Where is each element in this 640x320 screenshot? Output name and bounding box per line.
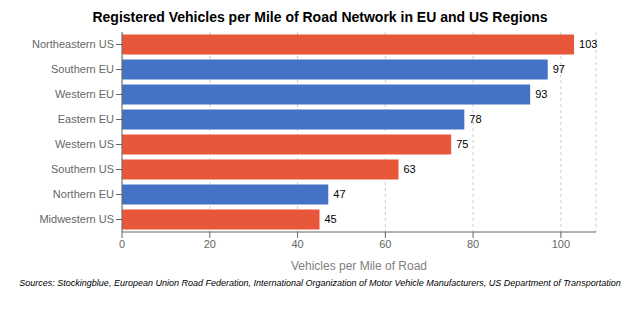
svg-text:20: 20 bbox=[204, 238, 216, 250]
svg-text:Midwestern US: Midwestern US bbox=[39, 213, 114, 225]
svg-text:Western US: Western US bbox=[55, 138, 114, 150]
svg-text:0: 0 bbox=[119, 238, 125, 250]
svg-text:Eastern EU: Eastern EU bbox=[58, 113, 114, 125]
svg-text:40: 40 bbox=[291, 238, 303, 250]
svg-text:80: 80 bbox=[467, 238, 479, 250]
svg-text:93: 93 bbox=[535, 88, 547, 100]
svg-text:103: 103 bbox=[579, 38, 597, 50]
svg-text:97: 97 bbox=[553, 63, 565, 75]
svg-text:45: 45 bbox=[325, 213, 337, 225]
svg-text:Northeastern US: Northeastern US bbox=[32, 38, 114, 50]
html-text:Registered Vehicles per Mile o: Registered Vehicles per Mile of Road Net… bbox=[92, 9, 548, 25]
svg-text:100: 100 bbox=[552, 238, 570, 250]
svg-text:78: 78 bbox=[469, 113, 481, 125]
svg-text:60: 60 bbox=[379, 238, 391, 250]
svg-text:Vehicles per Mile of Road: Vehicles per Mile of Road bbox=[291, 259, 427, 273]
svg-text:Southern US: Southern US bbox=[51, 163, 114, 175]
svg-text:Northern EU: Northern EU bbox=[53, 188, 114, 200]
html-text:Sources: Stockingblue, Europea: Sources: Stockingblue, European Union Ro… bbox=[19, 278, 621, 288]
svg-text:Southern EU: Southern EU bbox=[51, 63, 114, 75]
svg-text:63: 63 bbox=[404, 163, 416, 175]
svg-text:Western EU: Western EU bbox=[55, 88, 114, 100]
svg-text:47: 47 bbox=[333, 188, 345, 200]
svg-text:75: 75 bbox=[456, 138, 468, 150]
